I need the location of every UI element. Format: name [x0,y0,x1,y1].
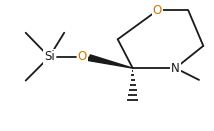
Text: O: O [153,4,162,17]
Text: Si: Si [44,50,55,64]
Text: N: N [171,62,180,75]
Text: O: O [78,50,87,64]
Polygon shape [87,55,133,68]
